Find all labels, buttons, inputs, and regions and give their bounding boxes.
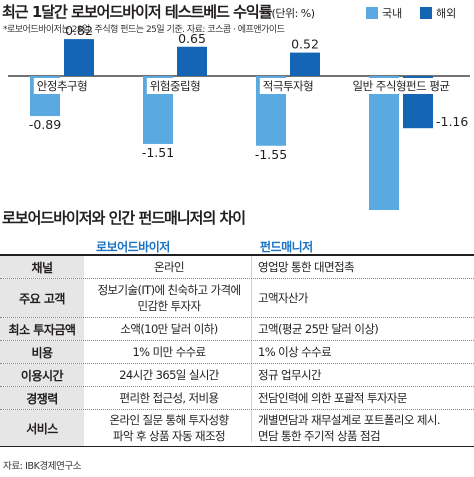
fund-manager-cell: 고액자산가	[258, 291, 309, 305]
legend-item-domestic: 국내	[366, 5, 402, 21]
robo-advisor-cell: 편리한 접근성, 저비용	[119, 391, 220, 405]
data-label: -1.16	[436, 114, 468, 129]
data-label: -0.89	[29, 117, 61, 132]
chart-unit: (단위: %)	[271, 7, 315, 20]
category-label-bg	[349, 78, 453, 94]
table-title: 로보어드바이저와 인간 펀드매니저의 차이	[2, 209, 246, 227]
table-row: 최소 투자금액 소액(10만 달러 이하) 고액(평균 25만 달러 이상)	[0, 318, 474, 341]
category-label-bg	[33, 78, 91, 94]
table-header-rule	[0, 254, 474, 256]
bar-domestic	[369, 76, 399, 210]
robo-advisor-cell: 온라인	[154, 260, 185, 274]
row-label: 경쟁력	[0, 387, 84, 409]
bar-chart: -0.89-1.51-1.55-3.870.820.650.52-1.16안정추…	[8, 23, 470, 210]
fund-manager-cell: 정규 업무시간	[258, 368, 322, 382]
fund-manager-cell: 1% 이상 수수료	[258, 345, 332, 359]
robo-advisor-cell: 소액(10만 달러 이하)	[120, 322, 218, 336]
data-label: 0.65	[178, 31, 206, 46]
robo-advisor-cell: 24시간 365일 실시간	[119, 368, 219, 382]
table-row: 서비스 온라인 질문 통해 투자성향 파악 후 상품 자동 재조정 개별면담과 …	[0, 410, 474, 447]
category-label: 안정추구형	[37, 79, 87, 93]
fund-manager-cell: 개별면담과 재무설계로 포트폴리오 제시. 면담 통한 주기적 상품 점검	[258, 413, 440, 443]
row-label: 비용	[0, 341, 84, 363]
chart-title: 최근 1달간 로보어드바이저 테스트베드 수익률(단위: %)	[2, 1, 315, 22]
table-row: 비용 1% 미만 수수료 1% 이상 수수료	[0, 341, 474, 364]
data-label: -1.55	[255, 147, 287, 162]
column-header-fund-manager: 펀드매니저	[260, 240, 313, 254]
robo-advisor-cell: 1% 미만 수수료	[132, 345, 206, 359]
row-label: 주요 고객	[0, 279, 84, 317]
category-label: 일반 주식형펀드 평균	[352, 79, 449, 93]
legend-label-domestic: 국내	[382, 7, 403, 20]
bar-overseas	[64, 39, 94, 76]
data-label: 0.82	[65, 23, 93, 38]
bar-overseas	[177, 46, 207, 76]
legend-swatch-overseas	[420, 7, 432, 19]
row-label: 이용시간	[0, 364, 84, 386]
table-row: 채널 온라인 영업망 통한 대면접촉	[0, 256, 474, 279]
table-column-divider	[251, 256, 252, 442]
fund-manager-cell: 고액(평균 25만 달러 이상)	[258, 322, 379, 336]
row-label: 서비스	[0, 410, 84, 446]
legend-item-overseas: 해외	[420, 5, 456, 21]
category-label: 적극투자형	[263, 79, 313, 93]
chart-note: *로보어드바이저는 28일, 주식형 펀드는 25일 기준. 자료: 코스콤 ·…	[3, 25, 285, 35]
row-label: 최소 투자금액	[0, 318, 84, 340]
table-row: 경쟁력 편리한 접근성, 저비용 전담인력에 의한 포괄적 투자자문	[0, 387, 474, 410]
table-row: 주요 고객 정보기술(IT)에 친숙하고 가격에 민감한 투자자 고액자산가	[0, 279, 474, 318]
data-label: -1.51	[142, 145, 174, 160]
robo-advisor-cell: 온라인 질문 통해 투자성향 파악 후 상품 자동 재조정	[109, 413, 230, 443]
source-note: 자료: IBK경제연구소	[3, 461, 82, 472]
robo-advisor-cell: 정보기술(IT)에 친숙하고 가격에 민감한 투자자	[97, 283, 241, 313]
bar-overseas	[290, 52, 320, 76]
category-label: 위험중립형	[150, 79, 200, 93]
category-label-bg	[146, 78, 204, 94]
chart-title-text: 최근 1달간 로보어드바이저 테스트베드 수익률	[2, 3, 273, 21]
table-row: 이용시간 24시간 365일 실시간 정규 업무시간	[0, 364, 474, 387]
fund-manager-cell: 전담인력에 의한 포괄적 투자자문	[258, 391, 407, 405]
row-label: 채널	[0, 256, 84, 278]
data-label: 0.52	[291, 37, 319, 52]
category-label-bg	[259, 78, 317, 94]
column-header-robo-advisor: 로보어드바이저	[96, 240, 170, 254]
legend-swatch-domestic	[366, 7, 378, 19]
legend-label-overseas: 해외	[436, 7, 457, 20]
fund-manager-cell: 영업망 통한 대면접촉	[258, 260, 355, 274]
